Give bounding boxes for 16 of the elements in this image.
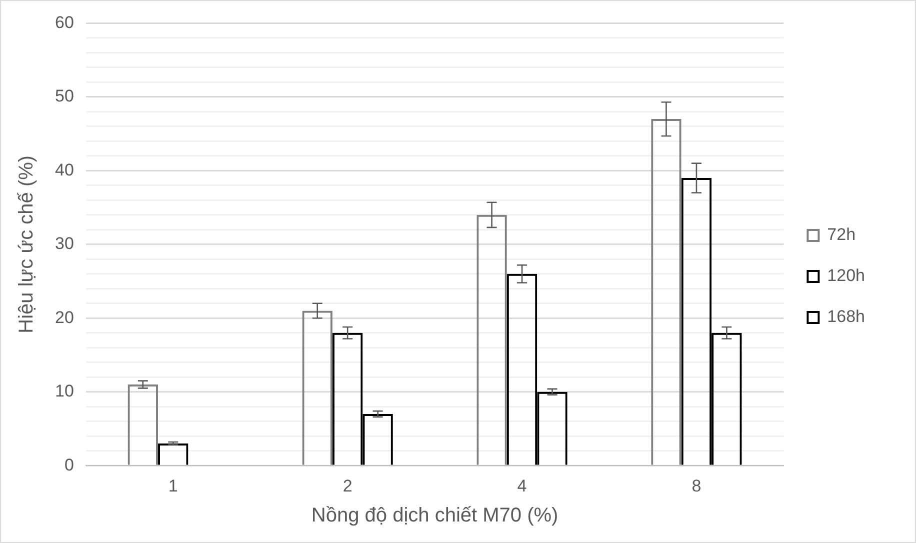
- y-tick-label: 60: [54, 12, 74, 32]
- legend-label: 72h: [827, 225, 856, 244]
- x-tick-label: 4: [517, 476, 527, 496]
- x-tick-label: 2: [342, 476, 352, 496]
- legend-label: 168h: [827, 307, 866, 326]
- y-tick-label: 20: [54, 308, 74, 327]
- y-tick-label: 10: [54, 382, 74, 401]
- y-tick-label: 40: [54, 160, 74, 180]
- y-axis-title: Hiệu lực ức chế (%): [16, 155, 38, 334]
- x-axis-title: Nồng độ dịch chiết M70 (%): [311, 504, 558, 527]
- x-tick-label: 1: [168, 476, 178, 496]
- legend-label: 120h: [827, 266, 866, 286]
- y-tick-label: 30: [54, 234, 74, 254]
- y-tick-label: 0: [64, 455, 74, 474]
- y-tick-label: 50: [54, 86, 74, 106]
- x-tick-label: 8: [692, 476, 702, 496]
